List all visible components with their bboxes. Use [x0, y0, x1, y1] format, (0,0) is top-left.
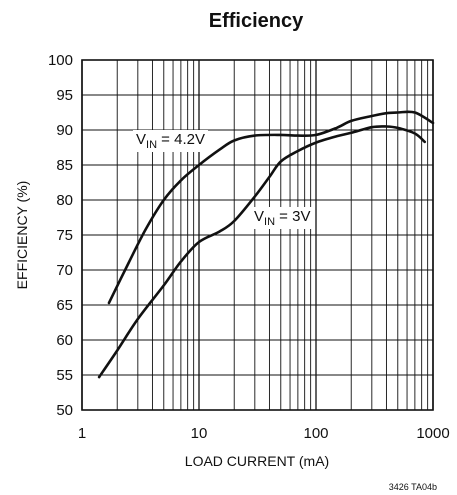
- series-label-subscript: IN: [146, 139, 157, 151]
- series-label-main: V: [136, 131, 146, 148]
- y-tick-label: 85: [56, 157, 73, 174]
- y-tick-label: 100: [48, 52, 73, 69]
- chart-title: Efficiency: [209, 10, 304, 32]
- grid: [81, 59, 434, 411]
- plot-frame: [81, 59, 434, 411]
- y-tick-labels: 50 55 60 65 70 75 80 85 90 95 100: [48, 52, 73, 419]
- x-tick-label: 1000: [416, 425, 449, 442]
- figure-reference: 3426 TA04b: [389, 482, 437, 492]
- curves: [97, 110, 435, 379]
- y-tick-label: 55: [56, 367, 73, 384]
- series-label-value: = 3V: [275, 208, 310, 225]
- y-tick-label: 95: [56, 87, 73, 104]
- series-label-subscript: IN: [264, 216, 275, 228]
- y-tick-label: 70: [56, 262, 73, 279]
- x-tick-label: 100: [303, 425, 328, 442]
- y-axis-label: EFFICIENCY (%): [14, 181, 30, 290]
- series-label: VIN = 3V: [251, 207, 314, 229]
- series-label-text: VIN = 3V: [254, 208, 310, 228]
- x-tick-label: 1: [78, 425, 86, 442]
- curve-vin-4v2: [107, 110, 435, 305]
- y-tick-label: 80: [56, 192, 73, 209]
- y-tick-label: 65: [56, 297, 73, 314]
- x-tick-label: 10: [191, 425, 208, 442]
- curve-vin-3v: [97, 125, 427, 379]
- y-tick-label: 60: [56, 332, 73, 349]
- x-axis-label: LOAD CURRENT (mA): [185, 453, 329, 469]
- y-tick-label: 75: [56, 227, 73, 244]
- y-tick-label: 90: [56, 122, 73, 139]
- series-label-background: [133, 130, 208, 152]
- y-tick-label: 50: [56, 402, 73, 419]
- series-label-main: V: [254, 208, 264, 225]
- series-label: VIN = 4.2V: [133, 130, 208, 152]
- series-label-value: = 4.2V: [157, 131, 205, 148]
- series-label-text: VIN = 4.2V: [136, 131, 205, 151]
- series-label-background: [251, 207, 314, 229]
- x-tick-labels: 1 10 100 1000: [78, 425, 450, 442]
